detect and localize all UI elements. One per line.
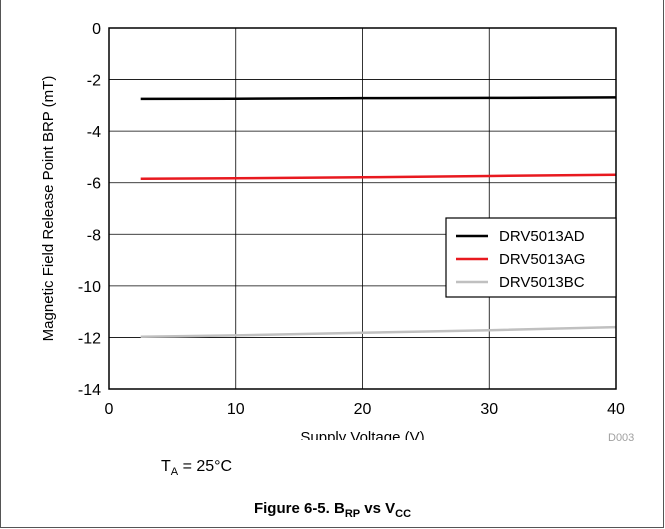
legend: DRV5013AD DRV5013AG DRV5013BC [445,217,617,298]
legend-box [445,217,617,298]
plot-border [108,27,617,390]
x-axis-label: Supply Voltage (V) [300,429,424,440]
y-tick-label: -12 [78,330,101,347]
legend-label: DRV5013AD [499,228,585,245]
x-tick-label: 20 [354,401,372,418]
series-line-drv5013ag [140,173,617,181]
caption-middle: vs V [360,500,396,517]
figure-caption: Figure 6-5. BRP vs VCC [0,500,665,520]
caption-sub-rp: RP [344,508,361,520]
y-tick-label: -8 [87,227,101,244]
y-axis-label: Magnetic Field Release Point BRP (mT) [40,76,57,342]
y-tick-label: -10 [78,279,101,296]
x-tick-label: 0 [105,401,114,418]
figure-code: D003 [608,432,635,444]
y-tick-label: -6 [87,176,101,193]
condition-symbol: T [161,458,171,475]
caption-sub-cc: CC [395,508,412,520]
legend-label: DRV5013BC [499,274,585,291]
condition-note: TA = 25°C [161,458,232,478]
y-tick-label: -2 [87,73,101,90]
y-tick-label: 0 [92,21,101,38]
x-tick-labels: 0 10 20 30 40 [105,401,625,418]
condition-subscript: A [170,466,179,479]
y-tick-labels: 0 -2 -4 -6 -8 -10 -12 -14 [78,21,101,399]
series-line-drv5013bc [140,325,617,338]
y-tick-label: -14 [78,382,101,399]
condition-value: = 25°C [178,458,233,475]
x-tick-label: 30 [480,401,498,418]
chart: 0 10 20 30 40 0 -2 -4 -6 -8 -10 -12 -14 Supply Volt… [40,21,625,440]
legend-label: DRV5013AG [499,251,585,268]
x-tick-label: 10 [227,401,245,418]
caption-prefix: Figure 6-5. B [253,500,345,517]
series-lines [140,96,617,338]
y-tick-label: -4 [87,124,101,141]
x-tick-label: 40 [607,401,625,418]
series-line-drv5013ad [140,96,617,101]
